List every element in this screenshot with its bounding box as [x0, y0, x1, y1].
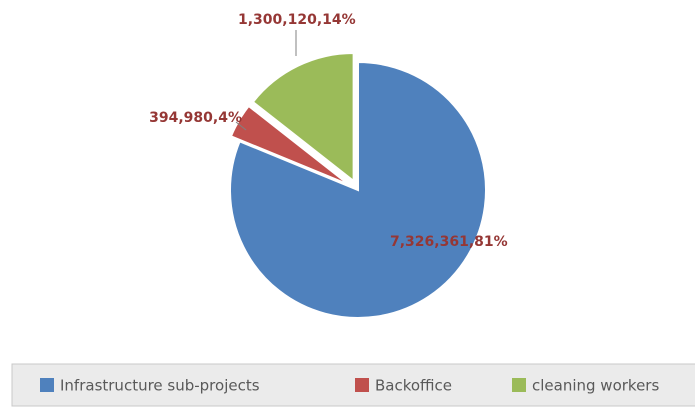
legend-swatch: [355, 378, 369, 392]
pie-slice: [251, 52, 355, 184]
legend-label: Backoffice: [375, 377, 452, 395]
pie-slice: [229, 104, 350, 186]
legend-label: cleaning workers: [532, 377, 659, 395]
data-label: 394,980,4%: [149, 110, 242, 126]
pie-slice: [229, 60, 487, 319]
legend-label: Infrastructure sub-projects: [60, 377, 260, 395]
legend-swatch: [512, 378, 526, 392]
data-label: 1,300,120,14%: [238, 12, 356, 28]
legend-box: [11, 363, 695, 407]
legend-swatch: [40, 378, 54, 392]
data-label: 7,326,361,81%: [390, 234, 508, 250]
leader-line: [235, 121, 247, 131]
